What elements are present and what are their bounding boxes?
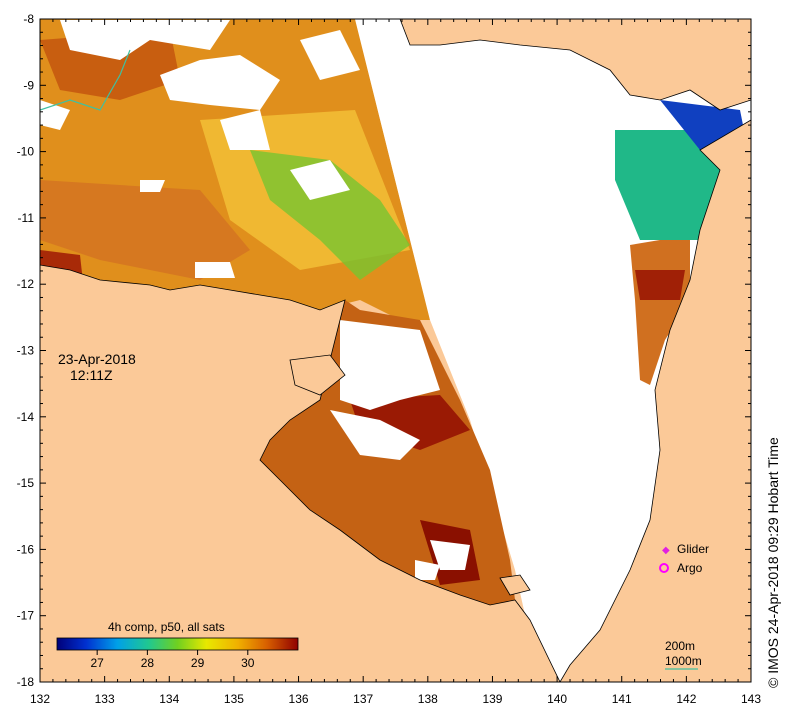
colorbar-tick-label: 28	[141, 656, 155, 670]
glider-legend-label: Glider	[677, 542, 709, 556]
time-label: 12:11Z	[70, 367, 113, 383]
lon-tick-label: 142	[676, 692, 696, 706]
date-label: 23-Apr-2018	[58, 351, 136, 367]
lon-tick-label: 137	[353, 692, 373, 706]
lat-tick-label: -18	[17, 675, 35, 689]
clouds-gulf	[330, 320, 470, 580]
colorbar-tick-label: 29	[191, 656, 205, 670]
wellesley-islands	[499, 574, 531, 596]
groote-eylandt	[289, 354, 346, 396]
sst-green-band	[250, 150, 410, 280]
arnhem-land	[40, 264, 561, 682]
colorbar-ticks: 27 28 29 30	[90, 650, 255, 670]
contour-1000-label: 1000m	[665, 654, 702, 668]
sst-mid-band	[40, 180, 250, 280]
lon-tick-label: 136	[289, 692, 309, 706]
composite-label: 4h comp, p50, all sats	[108, 620, 225, 634]
lon-tick-label: 133	[95, 692, 115, 706]
png-land	[399, 19, 751, 111]
clouds-west	[40, 20, 360, 278]
lon-tick-label: 132	[30, 692, 50, 706]
lat-tick-label: -17	[17, 609, 35, 623]
latitude-axis: -8 -9 -10 -11 -12 -13 -14 -15 -16 -17 -18	[17, 12, 751, 689]
longitude-axis: 132 133 134 135 136 137 138 139 140 141 142 143	[30, 19, 761, 706]
colorbar-tick-label: 27	[90, 656, 104, 670]
depth-contour	[40, 49, 131, 111]
lat-tick-label: -8	[23, 12, 34, 26]
lat-tick-label: -14	[17, 410, 35, 424]
lon-tick-label: 140	[547, 692, 567, 706]
lat-tick-label: -9	[23, 78, 34, 92]
argo-legend-label: Argo	[677, 561, 703, 575]
lon-tick-label: 141	[612, 692, 632, 706]
credit-label: © IMOS 24-Apr-2018 09:29 Hobart Time	[765, 437, 781, 688]
lon-tick-label: 139	[482, 692, 502, 706]
lon-tick-label: 143	[741, 692, 761, 706]
lat-tick-label: -11	[18, 211, 35, 225]
lon-tick-label: 135	[224, 692, 244, 706]
colorbar	[56, 637, 299, 651]
lat-tick-label: -12	[17, 277, 35, 291]
lat-tick-label: -10	[17, 145, 35, 159]
contour-200-label: 200m	[665, 639, 695, 653]
argo-legend-icon	[659, 563, 669, 573]
lat-tick-label: -13	[17, 344, 35, 358]
lon-tick-label: 138	[418, 692, 438, 706]
lat-tick-label: -15	[17, 476, 35, 490]
colorbar-tick-label: 30	[241, 656, 255, 670]
glider-legend-icon: ◆	[662, 545, 670, 556]
cape-york-land	[559, 119, 751, 682]
sst-east-hot	[635, 270, 685, 300]
lon-tick-label: 134	[159, 692, 179, 706]
lat-tick-label: -16	[17, 542, 35, 556]
